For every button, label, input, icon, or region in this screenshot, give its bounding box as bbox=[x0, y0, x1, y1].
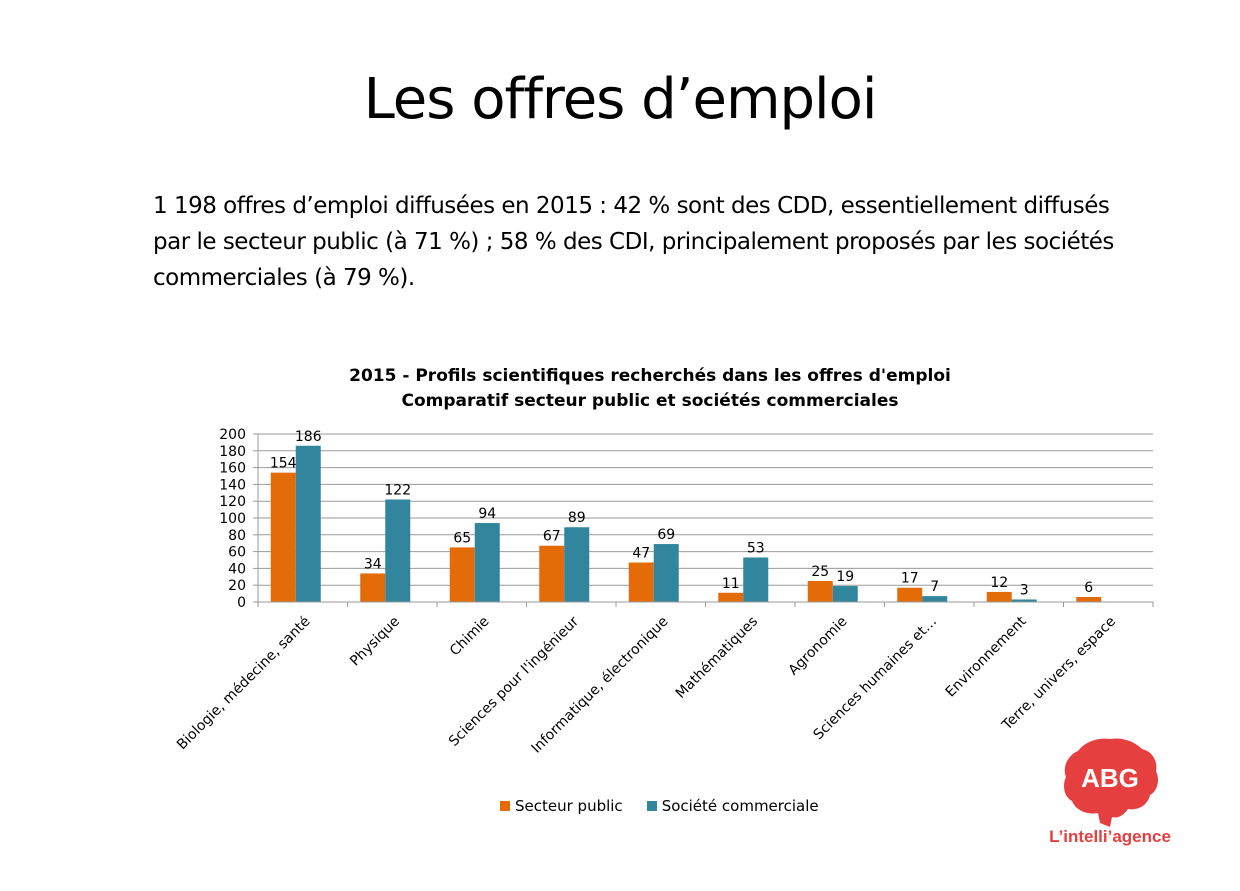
category-label: Physique bbox=[347, 614, 403, 670]
y-tick-label: 0 bbox=[237, 595, 246, 611]
slide-title: Les offres d’emploi bbox=[363, 67, 878, 132]
y-tick-label: 80 bbox=[228, 528, 246, 544]
category-label: Chimie bbox=[447, 614, 493, 660]
bar-public bbox=[986, 591, 1012, 602]
slide-text-line: par le secteur public (à 71 %) ; 58 % de… bbox=[153, 229, 1114, 255]
data-label: 3 bbox=[1020, 582, 1029, 598]
data-label: 94 bbox=[478, 506, 496, 522]
data-label: 186 bbox=[295, 429, 322, 445]
abg-logo: ABG L’intelli’agence bbox=[1040, 735, 1180, 855]
bar-commercial bbox=[743, 557, 769, 602]
y-tick-label: 160 bbox=[219, 461, 246, 477]
data-label: 25 bbox=[811, 564, 829, 580]
data-label: 67 bbox=[543, 529, 561, 545]
bar-public bbox=[718, 592, 744, 602]
data-label: 69 bbox=[657, 527, 675, 543]
y-tick-label: 120 bbox=[219, 494, 246, 510]
bar-commercial bbox=[474, 523, 500, 602]
data-label: 11 bbox=[722, 576, 740, 592]
bar-commercial bbox=[653, 544, 679, 602]
logo-abg-text: ABG bbox=[1081, 763, 1139, 793]
bar-commercial bbox=[1011, 599, 1037, 602]
legend-item-public: Secteur public bbox=[500, 797, 623, 815]
bar-public bbox=[449, 547, 475, 602]
data-label: 6 bbox=[1084, 580, 1093, 596]
bar-public bbox=[897, 587, 923, 602]
chart-legend: Secteur public Société commerciale bbox=[500, 796, 843, 816]
data-label: 89 bbox=[568, 510, 586, 526]
y-tick-label: 180 bbox=[219, 444, 246, 460]
legend-swatch-public bbox=[500, 801, 510, 811]
brain-logo-icon: ABG bbox=[1064, 738, 1158, 827]
slide-text-line: commerciales (à 79 %). bbox=[153, 265, 415, 291]
data-label: 17 bbox=[901, 571, 919, 587]
data-label: 12 bbox=[990, 575, 1008, 591]
y-tick-label: 100 bbox=[219, 511, 246, 527]
bar-public bbox=[270, 472, 296, 602]
legend-label-commercial: Société commerciale bbox=[661, 797, 819, 815]
legend-item-commercial: Société commerciale bbox=[646, 797, 819, 815]
chart-subtitle: Comparatif secteur public et sociétés co… bbox=[401, 391, 899, 411]
data-label: 7 bbox=[930, 579, 939, 595]
data-label: 53 bbox=[747, 540, 765, 556]
y-tick-label: 60 bbox=[228, 545, 246, 561]
y-tick-label: 20 bbox=[228, 578, 246, 594]
bar-commercial bbox=[922, 596, 948, 602]
data-label: 122 bbox=[384, 483, 411, 499]
data-label: 65 bbox=[453, 530, 471, 546]
category-label: Mathématiques bbox=[673, 614, 761, 702]
chart-title-block: 2015 - Profils scientifiques recherchés … bbox=[200, 364, 1100, 414]
legend-label-public: Secteur public bbox=[515, 797, 623, 815]
bar-commercial bbox=[564, 527, 590, 602]
bar-public bbox=[628, 562, 654, 602]
category-label: Agronomie bbox=[785, 614, 850, 679]
y-tick-label: 40 bbox=[228, 561, 246, 577]
legend-swatch-commercial bbox=[646, 801, 657, 811]
bar-commercial bbox=[832, 586, 858, 602]
data-label: 34 bbox=[364, 556, 382, 572]
y-tick-label: 200 bbox=[219, 427, 246, 443]
logo-tagline: L’intelli’agence bbox=[1049, 827, 1171, 846]
slide-text: 1 198 offres d’emploi diffusées en 2015 … bbox=[153, 188, 1163, 296]
bar-public bbox=[539, 545, 565, 602]
chart-title: 2015 - Profils scientifiques recherchés … bbox=[349, 366, 951, 386]
bar-public bbox=[807, 581, 833, 602]
data-label: 47 bbox=[632, 546, 650, 562]
bar-commercial bbox=[385, 499, 411, 602]
data-label: 19 bbox=[836, 569, 854, 585]
data-label: 154 bbox=[270, 456, 297, 472]
bar-commercial bbox=[295, 445, 321, 602]
category-label: Environnement bbox=[943, 613, 1030, 700]
category-label: Biologie, médecine, santé bbox=[174, 614, 314, 754]
bar-public bbox=[1076, 596, 1102, 602]
slide-text-line: 1 198 offres d’emploi diffusées en 2015 … bbox=[153, 193, 1110, 219]
bar-public bbox=[360, 573, 386, 602]
y-tick-label: 140 bbox=[219, 477, 246, 493]
